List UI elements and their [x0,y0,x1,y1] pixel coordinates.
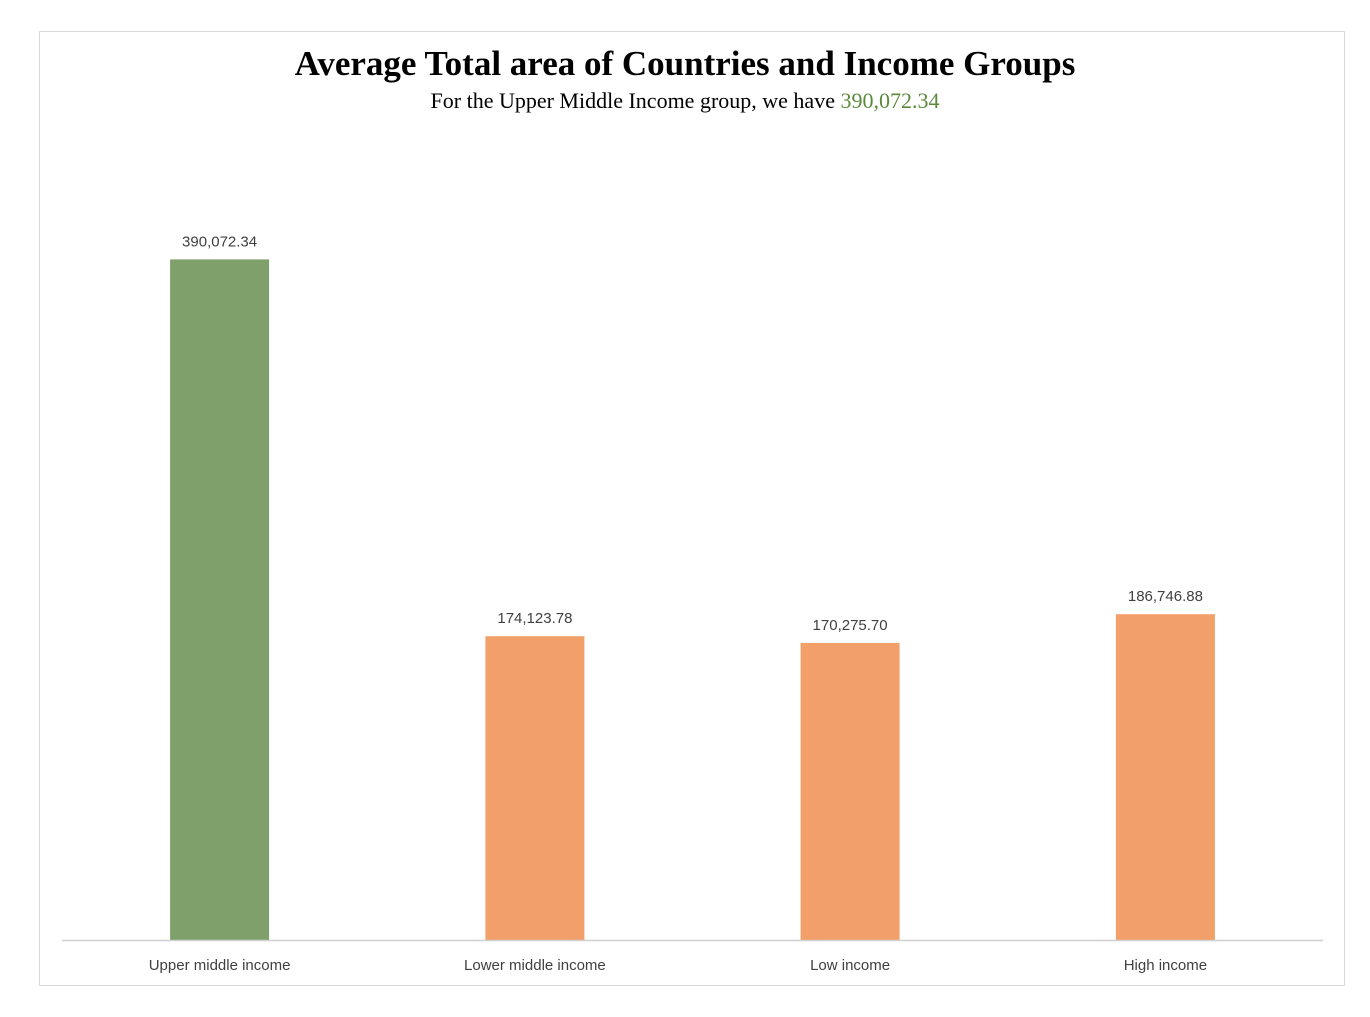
value-label: 174,123.78 [497,610,572,627]
bar-low-income [800,642,900,940]
chart-title: Average Total area of Countries and Inco… [294,44,1076,83]
category-tick-label: Low income [810,957,890,974]
bar-lower-middle-income [485,636,585,940]
bars-layer [170,259,1215,940]
value-label: 186,746.88 [1128,588,1203,605]
bar-upper-middle-income [170,259,270,940]
value-label: 170,275.70 [813,617,888,634]
value-labels-layer: 390,072.34 174,123.78 170,275.70 186,746.88 [182,233,1203,634]
chart-subtitle: For the Upper Middle Income group, we ha… [0,88,1370,114]
category-tick-label: Lower middle income [464,957,606,974]
chart-subtitle-highlight: 390,072.34 [840,88,940,113]
chart-subtitle-prefix: For the Upper Middle Income group, we ha… [430,88,841,113]
value-label: 390,072.34 [182,233,257,250]
bar-high-income [1115,614,1215,940]
category-tick-label: High income [1124,957,1207,974]
category-tick-label: Upper middle income [149,957,291,974]
category-ticks-layer: Upper middle income Lower middle income Lo… [149,957,1207,974]
